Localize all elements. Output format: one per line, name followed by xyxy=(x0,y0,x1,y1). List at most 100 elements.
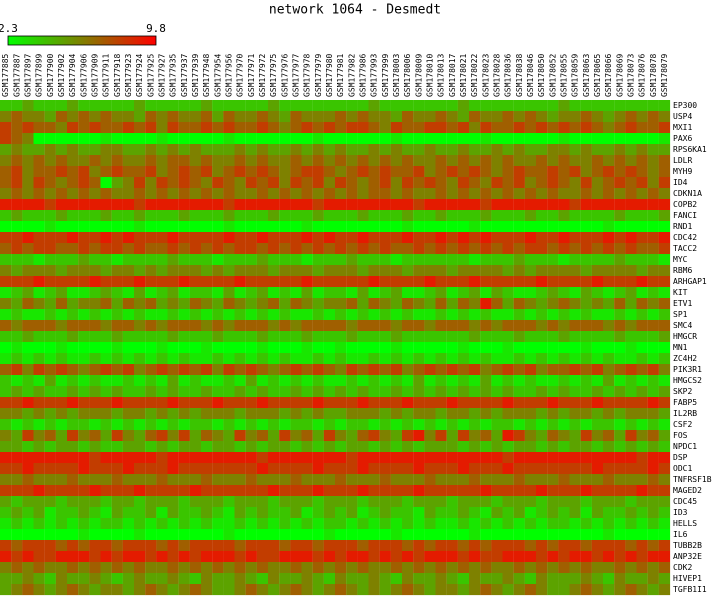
cell xyxy=(312,166,324,178)
cell xyxy=(44,221,56,233)
cell xyxy=(100,276,112,288)
cell xyxy=(558,166,570,178)
cell xyxy=(647,309,659,321)
cell xyxy=(502,155,514,167)
cell xyxy=(446,529,458,541)
cell xyxy=(89,243,101,255)
cell xyxy=(156,144,168,156)
cell xyxy=(435,309,447,321)
cell xyxy=(245,375,257,387)
cell xyxy=(189,573,202,585)
cell xyxy=(11,166,23,178)
cell xyxy=(580,584,592,596)
cell xyxy=(323,133,336,145)
cell xyxy=(11,386,23,398)
cell xyxy=(469,243,481,255)
cell xyxy=(402,166,414,178)
cell xyxy=(625,155,637,167)
cell xyxy=(122,210,135,222)
cell xyxy=(614,551,626,563)
column-label: GSM177975 xyxy=(269,53,278,97)
cell xyxy=(44,342,56,354)
cell xyxy=(457,463,470,475)
cell xyxy=(290,287,302,299)
cell xyxy=(480,331,492,343)
cell xyxy=(11,287,23,299)
cell xyxy=(167,408,179,420)
cell xyxy=(55,485,68,497)
cell xyxy=(134,496,146,508)
cell xyxy=(346,188,358,200)
cell xyxy=(234,518,246,530)
cell xyxy=(547,441,559,453)
cell xyxy=(457,507,470,519)
cell xyxy=(614,177,626,189)
cell xyxy=(156,298,168,310)
cell xyxy=(156,474,168,486)
cell xyxy=(279,551,291,563)
cell xyxy=(580,441,592,453)
cell xyxy=(647,188,659,200)
cell xyxy=(368,441,380,453)
cell xyxy=(22,210,34,222)
cell xyxy=(480,133,492,145)
cell xyxy=(134,243,146,255)
cell xyxy=(256,133,269,145)
cell xyxy=(547,199,559,211)
cell xyxy=(536,287,548,299)
cell xyxy=(256,287,269,299)
cell xyxy=(435,463,447,475)
cell xyxy=(357,144,369,156)
cell xyxy=(134,100,146,112)
cell xyxy=(134,199,146,211)
cell xyxy=(647,419,659,431)
cell xyxy=(156,232,168,244)
cell xyxy=(357,419,369,431)
cell xyxy=(256,375,269,387)
cell xyxy=(357,463,369,475)
cell xyxy=(625,551,637,563)
cell xyxy=(67,133,79,145)
column-label: GSM177899 xyxy=(35,53,44,97)
cell xyxy=(536,331,548,343)
cell xyxy=(78,397,90,409)
cell xyxy=(658,210,671,222)
cell xyxy=(290,155,302,167)
cell xyxy=(636,386,648,398)
cell xyxy=(480,430,492,442)
cell xyxy=(502,221,514,233)
cell xyxy=(212,397,224,409)
cell xyxy=(625,276,637,288)
cell xyxy=(100,254,112,266)
cell xyxy=(580,364,592,376)
cell xyxy=(402,254,414,266)
cell xyxy=(122,496,135,508)
cell xyxy=(625,430,637,442)
cell xyxy=(234,155,246,167)
cell xyxy=(301,133,313,145)
cell xyxy=(591,122,604,134)
cell xyxy=(44,133,56,145)
cell xyxy=(33,419,45,431)
cell xyxy=(357,474,369,486)
cell xyxy=(167,144,179,156)
cell xyxy=(658,254,671,266)
cell xyxy=(55,562,68,574)
cell xyxy=(636,474,648,486)
cell xyxy=(346,144,358,156)
cell xyxy=(33,529,45,541)
cell xyxy=(580,166,592,178)
cell xyxy=(580,265,592,277)
cell xyxy=(178,221,190,233)
cell xyxy=(256,177,269,189)
cell xyxy=(558,529,570,541)
cell xyxy=(178,243,190,255)
cell xyxy=(625,243,637,255)
cell xyxy=(122,177,135,189)
cell xyxy=(122,419,135,431)
cell xyxy=(547,452,559,464)
cell xyxy=(390,463,403,475)
cell xyxy=(491,397,503,409)
cell xyxy=(435,287,447,299)
cell xyxy=(256,507,269,519)
